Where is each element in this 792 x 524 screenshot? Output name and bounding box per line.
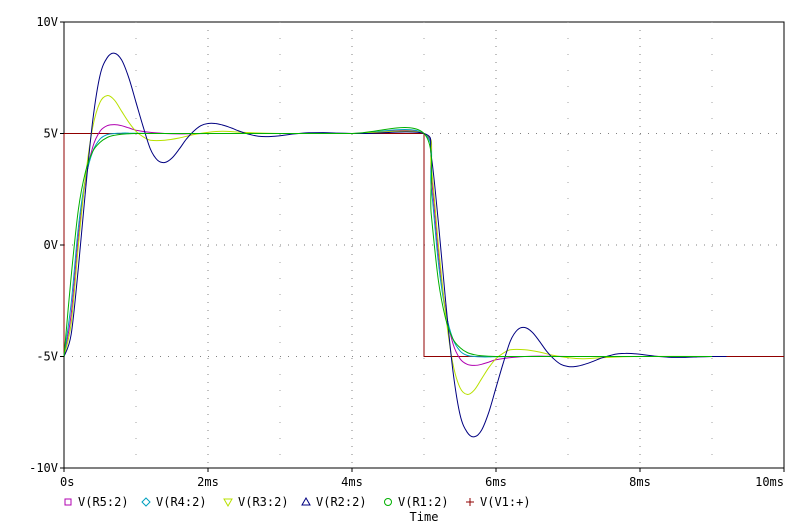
y-tick-label: 0V [44, 238, 58, 252]
series-line-v-r5-2- [63, 124, 712, 366]
legend: V(R5:2) V(R4:2) V(R3:2) V(R2:2) V(R1:2) V(V1:… [64, 495, 531, 509]
x-axis-label: Time [410, 510, 439, 524]
y-tick-label: 10V [36, 15, 58, 29]
legend-label: V(R1:2) [398, 495, 449, 509]
series-line-v-r2-2- [63, 52, 727, 438]
legend-label: V(R5:2) [78, 495, 129, 509]
legend-label: V(R3:2) [238, 495, 289, 509]
legend-label: V(R2:2) [316, 495, 367, 509]
series-line-v-r1-2- [63, 127, 712, 358]
y-tick-label: -10V [29, 461, 58, 475]
legend-label: V(V1:+) [480, 495, 531, 509]
x-tick-label: 6ms [485, 475, 507, 489]
legend-label: V(R4:2) [156, 495, 207, 509]
legend-marker-square [64, 498, 72, 506]
x-tick-label: 2ms [197, 475, 219, 489]
x-tick-label: 0s [60, 475, 74, 489]
series-line-v-r4-2- [63, 129, 712, 358]
legend-marker-plus [466, 498, 474, 506]
y-tick-label: 5V [44, 127, 58, 141]
legend-marker-triangle-down [223, 498, 233, 508]
legend-marker-diamond [141, 497, 151, 507]
series-line-v-r3-2- [63, 95, 713, 395]
legend-marker-triangle-up [301, 496, 311, 506]
legend-marker-circle [384, 498, 392, 506]
y-tick-label: -5V [36, 350, 58, 364]
series-line-v-v1- [63, 133, 784, 357]
x-tick-label: 4ms [341, 475, 363, 489]
series-layer [63, 52, 784, 438]
x-tick-label: 8ms [629, 475, 651, 489]
x-tick-label: 10ms [755, 475, 784, 489]
